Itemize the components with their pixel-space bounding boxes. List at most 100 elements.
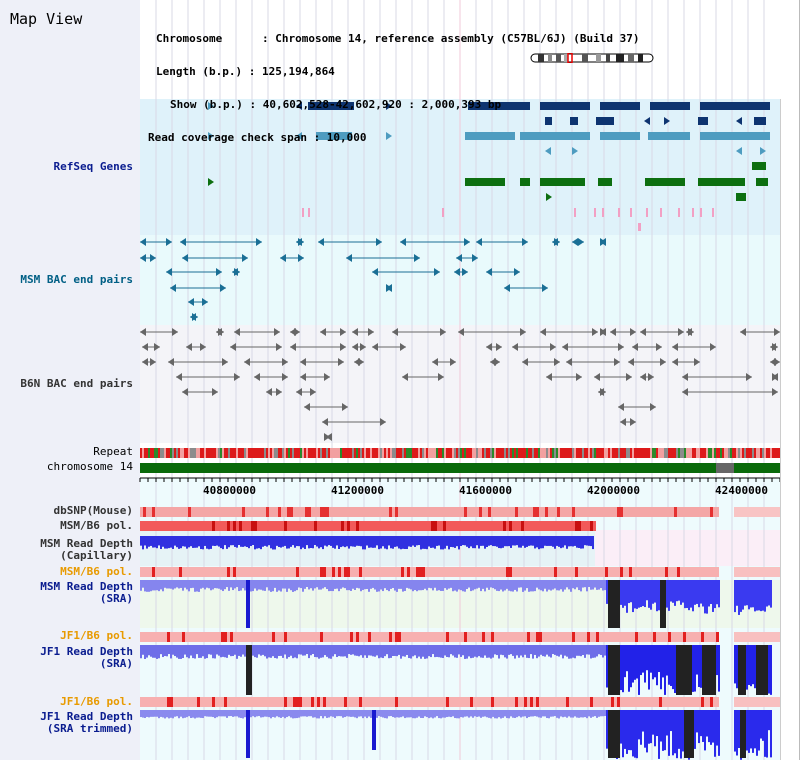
depth-bar bbox=[230, 536, 232, 546]
pol-cell bbox=[464, 697, 467, 707]
gene-arrow bbox=[298, 254, 304, 262]
depth-bar bbox=[518, 645, 520, 658]
pol-cell bbox=[536, 521, 539, 531]
depth-bar bbox=[478, 536, 480, 549]
pol-cell bbox=[656, 632, 659, 642]
depth-bar bbox=[414, 710, 416, 719]
pol-cell bbox=[617, 507, 620, 517]
gene-arrow bbox=[280, 254, 286, 262]
pol-cell bbox=[383, 697, 386, 707]
depth-block bbox=[650, 645, 652, 673]
pol-cell bbox=[167, 521, 170, 531]
pol-cell bbox=[239, 521, 242, 531]
depth-bar bbox=[428, 536, 430, 547]
pol-cell bbox=[245, 632, 248, 642]
repeat-block bbox=[486, 448, 488, 458]
depth-block bbox=[710, 580, 712, 605]
repeat-block bbox=[718, 448, 720, 458]
depth-bar bbox=[184, 536, 186, 547]
pol-cell bbox=[326, 521, 329, 531]
depth-bar bbox=[194, 645, 196, 659]
depth-bar bbox=[352, 580, 354, 589]
repeat-block bbox=[244, 448, 246, 458]
gene-arrow bbox=[176, 373, 182, 381]
depth-bar bbox=[232, 536, 234, 546]
pol-cell bbox=[368, 567, 371, 577]
depth-bar bbox=[422, 580, 424, 591]
pol-cell bbox=[233, 632, 236, 642]
repeat-block bbox=[216, 448, 218, 458]
pol-cell bbox=[632, 632, 635, 642]
depth-bar bbox=[432, 710, 434, 719]
depth-bar bbox=[482, 710, 484, 717]
depth-block bbox=[638, 710, 640, 740]
pol-cell bbox=[323, 567, 326, 577]
axis-tick-label: 40800000 bbox=[203, 484, 256, 497]
repeat-block bbox=[272, 448, 274, 458]
pol-cell bbox=[644, 567, 647, 577]
pol-cell bbox=[278, 521, 281, 531]
pol-cell bbox=[617, 567, 620, 577]
depth-block bbox=[608, 580, 620, 628]
depth-bar bbox=[332, 536, 334, 548]
pol-cell bbox=[419, 521, 422, 531]
depth-bar bbox=[378, 645, 380, 659]
repeat-block bbox=[706, 448, 708, 458]
pol-cell bbox=[167, 632, 170, 642]
pol-cell bbox=[314, 507, 317, 517]
depth-bar bbox=[268, 536, 270, 546]
pol-cell bbox=[140, 697, 143, 707]
pol-cell bbox=[191, 521, 194, 531]
depth-bar bbox=[540, 580, 542, 591]
gene-arrow bbox=[266, 388, 272, 396]
repeat-block bbox=[754, 448, 756, 458]
pol-cell bbox=[575, 697, 578, 707]
pol-cell bbox=[311, 507, 314, 517]
repeat-block bbox=[214, 448, 216, 458]
gene-arrow bbox=[600, 328, 606, 336]
depth-bar bbox=[514, 645, 516, 659]
depth-bar bbox=[276, 580, 278, 592]
depth-bar bbox=[334, 710, 336, 719]
pol-cell bbox=[140, 567, 143, 577]
depth-bar bbox=[154, 580, 156, 591]
pol-cell bbox=[206, 507, 209, 517]
pol-cell bbox=[335, 507, 338, 517]
depth-block bbox=[738, 645, 746, 695]
repeat-block bbox=[246, 448, 248, 458]
repeat-block bbox=[712, 448, 714, 458]
pol-cell bbox=[281, 632, 284, 642]
depth-bar bbox=[384, 580, 386, 589]
gene-arrow bbox=[386, 132, 392, 140]
gene-arrow bbox=[682, 373, 688, 381]
pol-cell bbox=[707, 632, 710, 642]
depth-bar bbox=[502, 580, 504, 592]
pol-cell bbox=[260, 632, 263, 642]
pol-cell bbox=[566, 697, 569, 707]
repeat-block bbox=[606, 448, 608, 458]
pol-cell bbox=[287, 507, 290, 517]
depth-bar bbox=[310, 580, 312, 589]
depth-bar bbox=[144, 536, 146, 546]
pol-cell bbox=[341, 507, 344, 517]
chromosome-ideogram[interactable] bbox=[530, 53, 654, 63]
depth-bar bbox=[142, 710, 144, 718]
depth-bar bbox=[214, 580, 216, 589]
pol-cell bbox=[554, 567, 557, 577]
repeat-block bbox=[646, 448, 648, 458]
depth-bar bbox=[484, 580, 486, 592]
pol-cell bbox=[182, 697, 185, 707]
gene-arrow bbox=[170, 284, 176, 292]
depth-block bbox=[770, 580, 772, 608]
pol-cell bbox=[539, 507, 542, 517]
depth-bar bbox=[242, 536, 244, 547]
repeat-block bbox=[194, 448, 196, 458]
depth-bar bbox=[320, 710, 322, 717]
repeat-block bbox=[680, 448, 682, 458]
pol-cell bbox=[641, 507, 644, 517]
pol-cell bbox=[365, 697, 368, 707]
depth-block bbox=[694, 710, 696, 749]
pol-cell bbox=[587, 697, 590, 707]
pol-cell bbox=[452, 697, 455, 707]
